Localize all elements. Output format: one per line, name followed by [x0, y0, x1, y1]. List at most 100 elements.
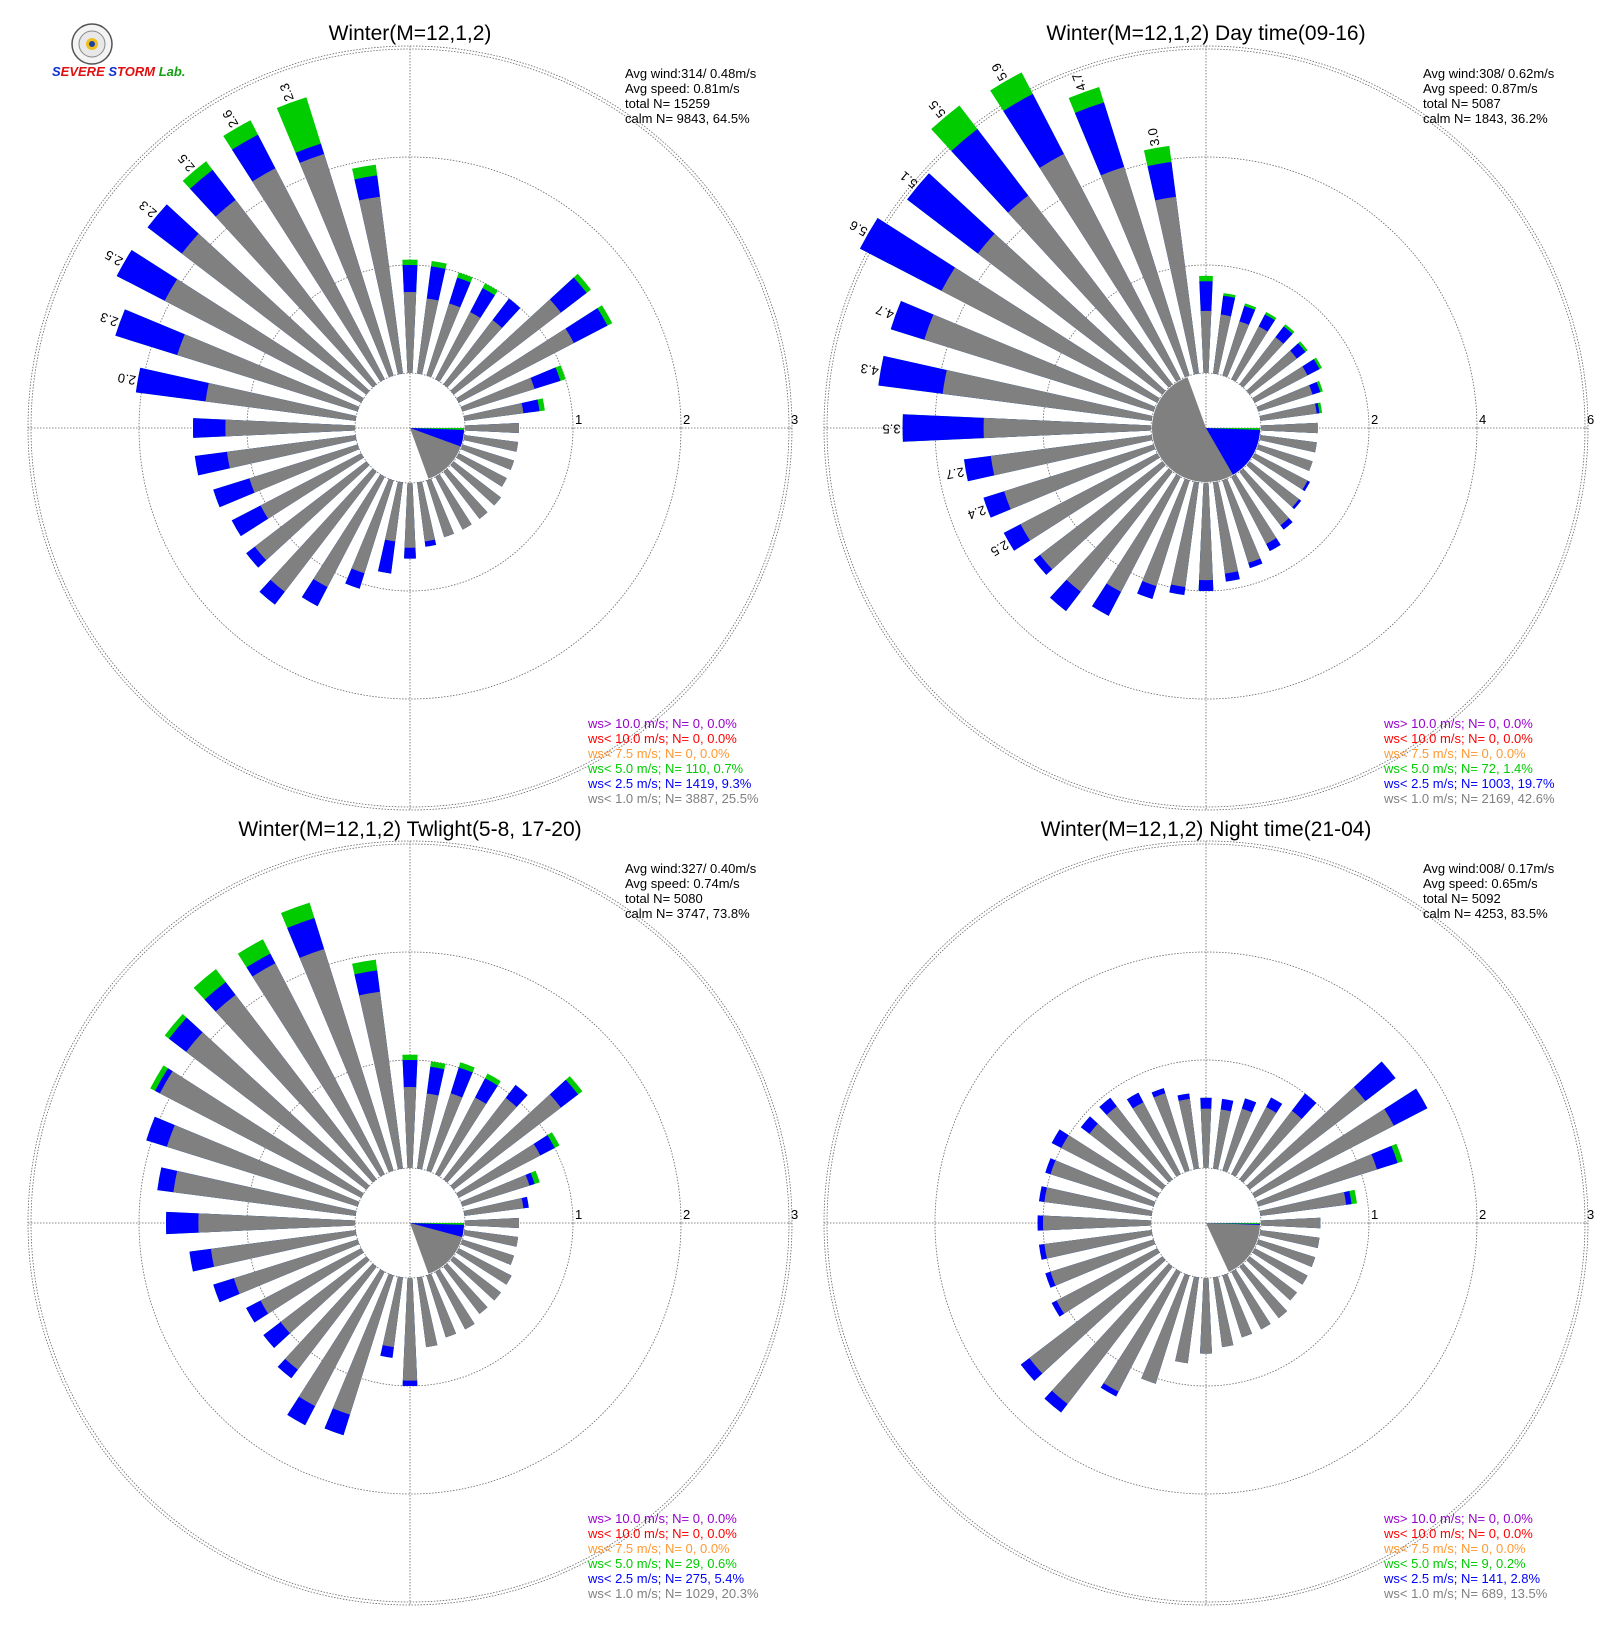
wind-bar-lt1-110 — [460, 1239, 515, 1265]
ring-label: 2 — [683, 1207, 690, 1222]
legend-entry-lt2_5: ws< 2.5 m/s; N= 1419, 9.3% — [587, 776, 752, 791]
wind-bar-lt1-280 — [1044, 1187, 1153, 1216]
wind-bar-lt1-270 — [225, 419, 356, 437]
wind-bar-lt1-310 — [181, 233, 370, 395]
wind-bar-lt1-160 — [426, 478, 454, 538]
wind-bar-lt1-220 — [1051, 1263, 1173, 1404]
wind-bar-lt1-320 — [215, 994, 377, 1183]
ring-label: 2 — [1479, 1207, 1486, 1222]
direction-bars — [115, 97, 613, 607]
stats-line: Avg wind:308/ 0.62m/s — [1423, 66, 1555, 81]
wind-bar-lt1-350 — [359, 991, 403, 1170]
wind-bar-lt1-190 — [1175, 1276, 1199, 1364]
wind-bar-lt1-330 — [1039, 153, 1181, 382]
wind-bar-lt1-330 — [252, 168, 385, 382]
ring-label: 3 — [1587, 1207, 1594, 1222]
wind-bar-lt1-140 — [443, 468, 488, 519]
wind-bar-lt1-90 — [464, 423, 520, 433]
wind-bar-lt1-120 — [1252, 453, 1308, 490]
bar-label: 2.5 — [102, 247, 125, 269]
wind-bar-lt1-150 — [1231, 1269, 1271, 1330]
wind-bar-lt1-60 — [456, 328, 574, 403]
wind-bar-lt1-20 — [1222, 1108, 1253, 1173]
wind-bar-lt1-160 — [1222, 478, 1261, 563]
wind-bar-lt1-150 — [1231, 474, 1277, 544]
legend-entry-lt10: ws< 10.0 m/s; N= 0, 0.0% — [1383, 731, 1533, 746]
calm-sectors — [410, 1223, 465, 1274]
speed-legend: ws> 10.0 m/s; N= 0, 0.0%ws< 10.0 m/s; N=… — [1383, 1511, 1548, 1601]
wind-rose-winter-day: Winter(M=12,1,2) Day time(09-16) 2 4 6 2.5… — [823, 22, 1594, 811]
wind-bar-lt1-0 — [403, 1087, 417, 1169]
wind-bar-lt1-180 — [402, 1277, 418, 1381]
stats-line: calm N= 9843, 64.5% — [625, 111, 750, 126]
legend-entry-gt10: ws> 10.0 m/s; N= 0, 0.0% — [1383, 1511, 1533, 1526]
legend-entry-lt1: ws< 1.0 m/s; N= 689, 13.5% — [1383, 1586, 1548, 1601]
ring-label: 1 — [1371, 1207, 1378, 1222]
grid-ring — [934, 951, 1478, 1495]
wind-bar-lt1-70 — [460, 377, 535, 412]
calm-sector-lt2_5 — [410, 428, 464, 447]
wind-bar-lt1-200 — [332, 1273, 394, 1415]
wind-bar-lt1-280 — [173, 1170, 357, 1216]
calm-sector-lt2_5 — [1206, 428, 1260, 475]
ring-label: 3 — [791, 1207, 798, 1222]
bar-label: 4.7 — [874, 302, 896, 322]
grid-ring — [246, 264, 574, 592]
wind-bar-lt1-300 — [164, 279, 364, 403]
wind-bar-lt1-90 — [1260, 1217, 1321, 1229]
stats-line: total N= 5087 — [1423, 96, 1501, 111]
wind-bar-lt1-190 — [1171, 481, 1199, 587]
wind-bar-lt1-120 — [1252, 1248, 1308, 1285]
legend-entry-lt7_5: ws< 7.5 m/s; N= 0, 0.0% — [587, 746, 730, 761]
speed-legend: ws> 10.0 m/s; N= 0, 0.0%ws< 10.0 m/s; N=… — [1383, 716, 1555, 806]
wind-bar-lt1-330 — [252, 963, 385, 1177]
calm-sector-lt5 — [1206, 1223, 1260, 1224]
wind-bar-lt1-250 — [1050, 1239, 1156, 1286]
wind-bar-lt1-50 — [450, 299, 561, 395]
grid-ring — [138, 156, 682, 700]
wind-bar-lt1-260 — [990, 435, 1153, 476]
wind-bar-lt1-290 — [1050, 1160, 1156, 1207]
wind-bar-lt1-290 — [166, 1125, 360, 1207]
wind-bar-lt1-190 — [382, 1276, 403, 1348]
wind-bar-lt1-240 — [1056, 1248, 1160, 1314]
wind-bar-lt1-20 — [1222, 321, 1249, 378]
wind-bar-lt1-30 — [435, 1097, 487, 1177]
wind-bar-lt1-220 — [1066, 468, 1173, 592]
wind-bar-lt1-100 — [463, 1230, 519, 1247]
wind-bar-lt1-310 — [186, 1032, 370, 1190]
bar-label: 5.6 — [847, 218, 870, 240]
speed-legend: ws> 10.0 m/s; N= 0, 0.0%ws< 10.0 m/s; N=… — [587, 716, 759, 806]
wind-bar-lt1-10 — [417, 298, 439, 375]
speed-legend: ws> 10.0 m/s; N= 0, 0.0%ws< 10.0 m/s; N=… — [587, 1511, 759, 1601]
wind-bar-lt1-30 — [1231, 326, 1268, 382]
ring-label: 2 — [683, 412, 690, 427]
wind-bar-lt1-240 — [260, 453, 364, 519]
stats-line: Avg speed: 0.74m/s — [625, 876, 740, 891]
legend-entry-lt5: ws< 5.0 m/s; N= 9, 0.2% — [1383, 1556, 1526, 1571]
bar-label: 2.3 — [98, 309, 120, 329]
wind-bar-lt1-350 — [1155, 196, 1199, 375]
wind-bar-lt1-220 — [270, 468, 377, 592]
wind-bar-lt1-40 — [443, 1097, 517, 1183]
legend-entry-lt5: ws< 5.0 m/s; N= 72, 1.4% — [1383, 761, 1533, 776]
chart-title: Winter(M=12,1,2) Day time(09-16) — [1046, 22, 1365, 45]
ring-label: 4 — [1479, 412, 1486, 427]
bar-label: 4.7 — [1069, 71, 1089, 93]
legend-entry-lt7_5: ws< 7.5 m/s; N= 0, 0.0% — [1383, 746, 1526, 761]
stats-line: Avg wind:327/ 0.40m/s — [625, 861, 757, 876]
wind-bar-lt1-250 — [249, 444, 360, 493]
wind-bar-lt1-30 — [1231, 1107, 1277, 1177]
stats-line: Avg wind:008/ 0.17m/s — [1423, 861, 1555, 876]
wind-bar-lt1-60 — [1252, 1108, 1394, 1198]
bar-label: 4.3 — [859, 361, 879, 379]
wind-rose-winter-twilight: Winter(M=12,1,2) Twlight(5-8, 17-20) 1 2 3… — [27, 818, 798, 1606]
direction-bars — [859, 72, 1323, 616]
chart-title: Winter(M=12,1,2) Twlight(5-8, 17-20) — [238, 818, 581, 841]
wind-bar-lt1-80 — [1259, 1192, 1347, 1216]
calm-sectors — [1206, 1223, 1260, 1272]
wind-bar-lt1-270 — [1043, 1215, 1152, 1231]
wind-bar-lt1-40 — [1239, 337, 1284, 388]
stats-line: Avg wind:314/ 0.48m/s — [625, 66, 757, 81]
